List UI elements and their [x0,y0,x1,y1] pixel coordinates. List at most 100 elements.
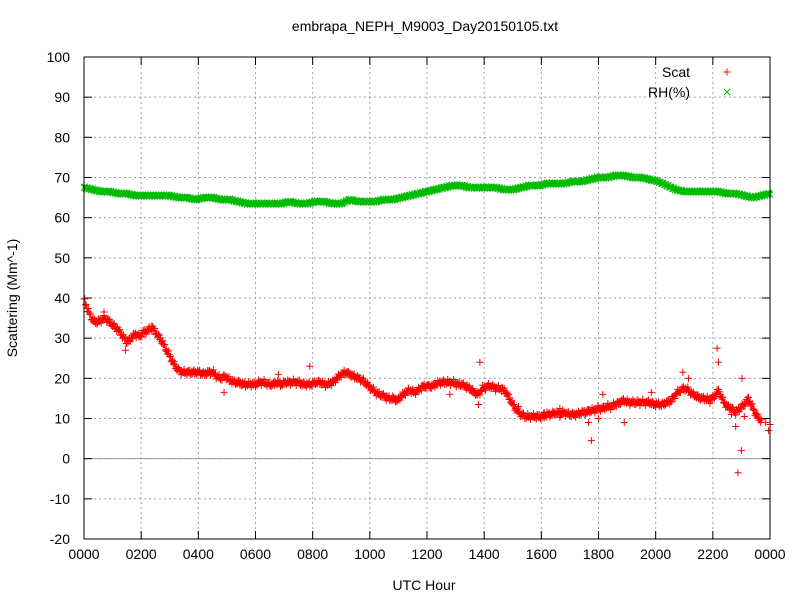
scat-point [161,341,169,349]
legend-marker-scat [723,68,731,76]
x-tick-label: 1200 [411,546,442,562]
scat-outlier-point [446,390,454,398]
scat-outlier-point [220,388,228,396]
scat-point [671,395,679,403]
scat-outlier-point [620,419,628,427]
scat-point [260,375,268,383]
y-tick-label: 80 [54,129,70,145]
y-tick-label: 20 [54,370,70,386]
scat-point [114,326,122,334]
scat-point [115,327,123,335]
scat-outlier-point [584,419,592,427]
scat-outlier-point [147,322,155,330]
scat-point [666,397,674,405]
scat-point [662,400,670,408]
scat-point [720,398,728,406]
scat-point [170,358,178,366]
scat-point [476,391,484,399]
scat-point [469,387,477,395]
scat-point [209,366,217,374]
x-axis-label: UTC Hour [392,577,455,593]
scat-point [748,400,756,408]
scat-point [500,384,508,392]
scat-point [489,381,497,389]
y-tick-label: 30 [54,330,70,346]
y-axis-label: Scattering (Mm^-1) [4,239,20,358]
scat-point [138,333,146,341]
scat-point [508,397,516,405]
scat-point [688,389,696,397]
y-tick-label: -10 [50,491,70,507]
scat-point [499,385,507,393]
y-tick-label: 40 [54,290,70,306]
x-tick-label: 0200 [126,546,157,562]
x-tick-label: 2000 [640,546,671,562]
scat-point [235,377,243,385]
scat-point [684,383,692,391]
x-tick-label: 0600 [240,546,271,562]
scat-point [719,393,727,401]
scat-outlier-point [727,410,735,418]
y-tick-label: -20 [50,531,70,547]
scat-point [110,319,118,327]
scat-point [718,395,726,403]
scat-point [465,382,473,390]
scat-outlier-point [647,388,655,396]
scat-outlier-point [765,427,773,435]
legend-marker-rh-symbol [723,88,731,96]
scat-outlier-point [599,390,607,398]
scat-point [159,337,167,345]
scat-outlier-point [476,358,484,366]
x-tick-label: 1000 [354,546,385,562]
grid-lines [84,57,770,539]
scat-point [169,356,177,364]
scat-outlier-point [715,358,723,366]
scat-point [504,389,512,397]
scat-point [86,310,94,318]
scat-outlier-point [514,402,522,410]
scat-point [116,326,124,334]
scat-point [449,376,457,384]
scat-outlier-point [306,362,314,370]
y-tick-label: 0 [62,451,70,467]
scat-point [749,405,757,413]
plot-frame [83,56,771,540]
y-tick-label: 90 [54,89,70,105]
scat-point [745,393,753,401]
scat-outlier-point [737,447,745,455]
y-tick-label: 50 [54,250,70,266]
scat-point [706,399,714,407]
scat-outlier-point [762,419,770,427]
scat-outlier-point [740,412,748,420]
scat-point [120,333,128,341]
scat-outlier-point [121,346,129,354]
scat-point [332,374,340,382]
legend-marker-scat-symbol [723,68,731,76]
scat-outlier-point [732,423,740,431]
scat-outlier-point [474,400,482,408]
scat-point [150,326,158,334]
scat-point [750,406,758,414]
scat-outlier-point [734,469,742,477]
x-tick-label: 1400 [469,546,500,562]
scat-point [203,370,211,378]
x-axis: 0000 0200 0400 0600 0800 1000 1200 1400 1600 1800… [68,57,786,562]
scat-outlier-point [100,308,108,316]
scat-point [166,352,174,360]
x-tick-label: 0800 [297,546,328,562]
scat-point [582,410,590,418]
scat-point [667,398,675,406]
x-tick-label: 0400 [183,546,214,562]
scat-point [164,347,172,355]
scat-point [84,304,92,312]
scat-outlier-point [685,374,693,382]
series-rh [80,171,774,208]
scat-outlier-point [540,408,548,416]
x-tick-label: 1600 [526,546,557,562]
y-tick-label: 70 [54,170,70,186]
scat-point [225,373,233,381]
scat-point [151,325,159,333]
scat-outlier-point [713,344,721,352]
scat-outlier-point [723,402,731,410]
scat-outlier-point [738,374,746,382]
